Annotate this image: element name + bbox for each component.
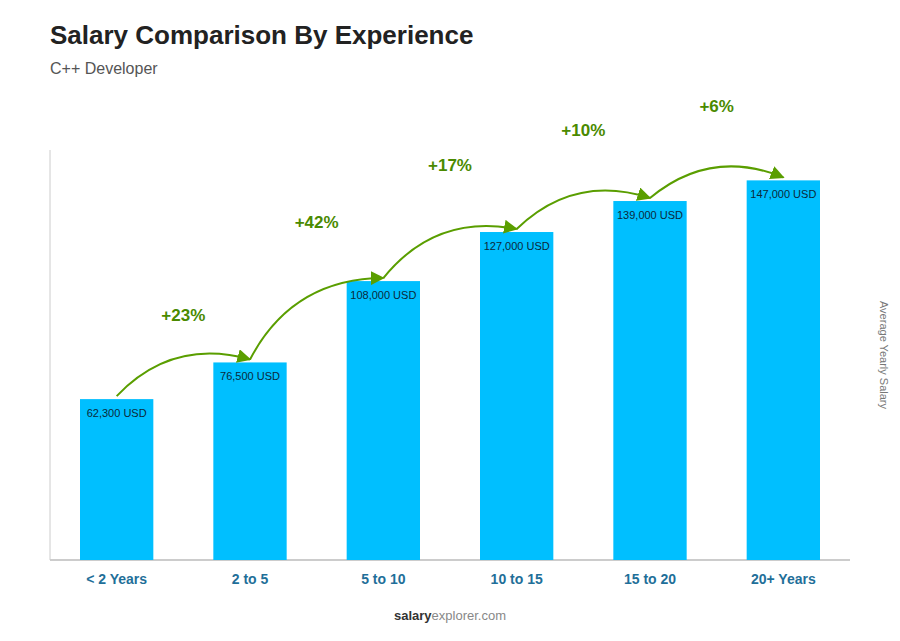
category-label: 5 to 10 [361,571,406,587]
change-arrow [650,166,783,198]
annotation: +42% [295,213,339,232]
data-label: 127,000 USD [484,240,550,252]
annotation: +17% [428,156,472,175]
category-label: 2 to 5 [232,571,269,587]
change-arrow [250,278,383,359]
chart-container: Salary Comparison By Experience C++ Devel… [0,0,900,641]
data-label: 139,000 USD [617,209,683,221]
data-label: 62,300 USD [87,407,147,419]
category-label: 15 to 20 [624,571,676,587]
bar [613,201,686,560]
annotation: +6% [699,97,734,116]
bar [347,281,420,560]
change-arrow [383,226,516,278]
bar [213,362,286,560]
bar [747,180,820,560]
category-label: < 2 Years [86,571,147,587]
category-label: 10 to 15 [491,571,543,587]
bars [80,180,820,560]
chart: Salary Comparison By Experience C++ Devel… [0,0,900,641]
watermark-part: explorer.com [432,608,506,623]
bar [80,399,153,560]
annotation: +23% [161,306,205,325]
y-axis-line [50,150,51,560]
change-arrow [117,354,250,397]
data-label: 147,000 USD [750,188,816,200]
x-axis-line [50,560,850,561]
data-label: 108,000 USD [350,289,416,301]
data-label: 76,500 USD [220,370,280,382]
title: Salary Comparison By Experience [50,20,473,50]
watermark-part: salary [394,608,432,623]
annotation: +10% [561,121,605,140]
bar [480,232,553,560]
watermark: salaryexplorer.com [394,608,506,623]
category-label: 20+ Years [751,571,816,587]
y-axis-label: Average Yearly Salary [878,301,890,410]
change-arrow [517,191,650,229]
subtitle: C++ Developer [50,60,158,77]
